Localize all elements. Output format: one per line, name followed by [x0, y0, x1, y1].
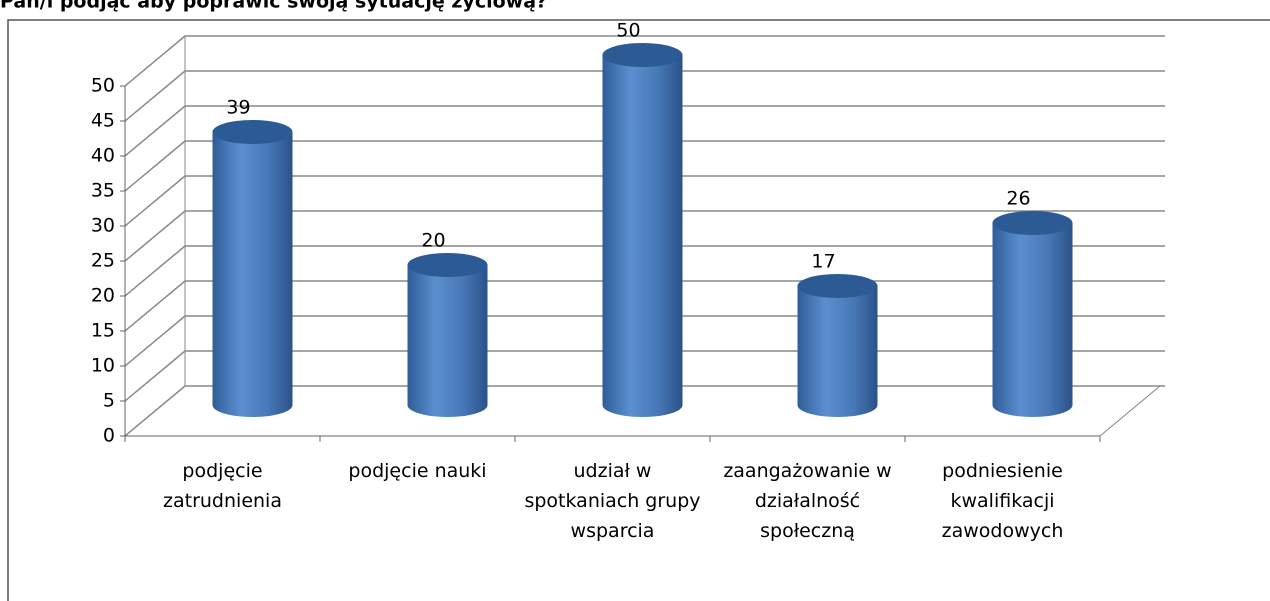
- x-tick-label: podjęcie zatrudnienia: [163, 460, 282, 512]
- value-label: 50: [616, 20, 640, 42]
- y-tick-label: 5: [103, 390, 115, 412]
- y-tick-label: 25: [91, 250, 115, 272]
- bar-top: [212, 120, 293, 144]
- bar: [992, 211, 1073, 417]
- x-tick-label: udział w spotkaniach grupy wsparcia: [524, 460, 701, 542]
- grid-line: [124, 175, 1165, 227]
- y-tick-label: 50: [91, 75, 115, 97]
- grid-line: [124, 70, 1165, 122]
- x-tick-label: zaangażowanie w działalność społeczną: [723, 460, 892, 542]
- y-tick-label: 35: [91, 180, 115, 202]
- bar: [797, 274, 878, 417]
- bar-body: [602, 55, 683, 417]
- chart-frame: [7, 19, 1270, 601]
- x-tick-label: podniesienie kwalifikacji zawodowych: [941, 460, 1064, 542]
- value-label: 39: [226, 97, 250, 119]
- value-label: 17: [811, 251, 835, 273]
- bar-body: [992, 223, 1073, 417]
- y-tick-label: 15: [91, 320, 115, 342]
- bar-body: [407, 265, 488, 417]
- grid-line: [124, 245, 1165, 297]
- chart-title: Pan/i podjąć aby poprawić swoją sytuację…: [0, 0, 547, 13]
- bar-top: [992, 211, 1073, 235]
- bar-body: [797, 286, 878, 417]
- bar-body: [212, 132, 293, 417]
- y-tick-label: 10: [91, 355, 115, 377]
- grid-line: [124, 210, 1165, 262]
- grid-line: [124, 140, 1165, 192]
- y-tick-label: 30: [91, 215, 115, 237]
- value-label: 20: [421, 230, 445, 252]
- bar: [407, 253, 488, 417]
- x-tick-label: podjęcie nauki: [348, 460, 487, 482]
- bar-top: [602, 43, 683, 67]
- value-label: 26: [1006, 188, 1030, 210]
- bar-top: [407, 253, 488, 277]
- bar: [212, 120, 293, 417]
- y-tick-label: 40: [91, 145, 115, 167]
- y-tick-label: 20: [91, 285, 115, 307]
- bar-top: [797, 274, 878, 298]
- grid-line: [124, 105, 1165, 157]
- bar: [602, 43, 683, 417]
- y-tick-label: 45: [91, 110, 115, 132]
- grid-line: [124, 35, 1165, 87]
- y-tick-label: 0: [103, 425, 115, 447]
